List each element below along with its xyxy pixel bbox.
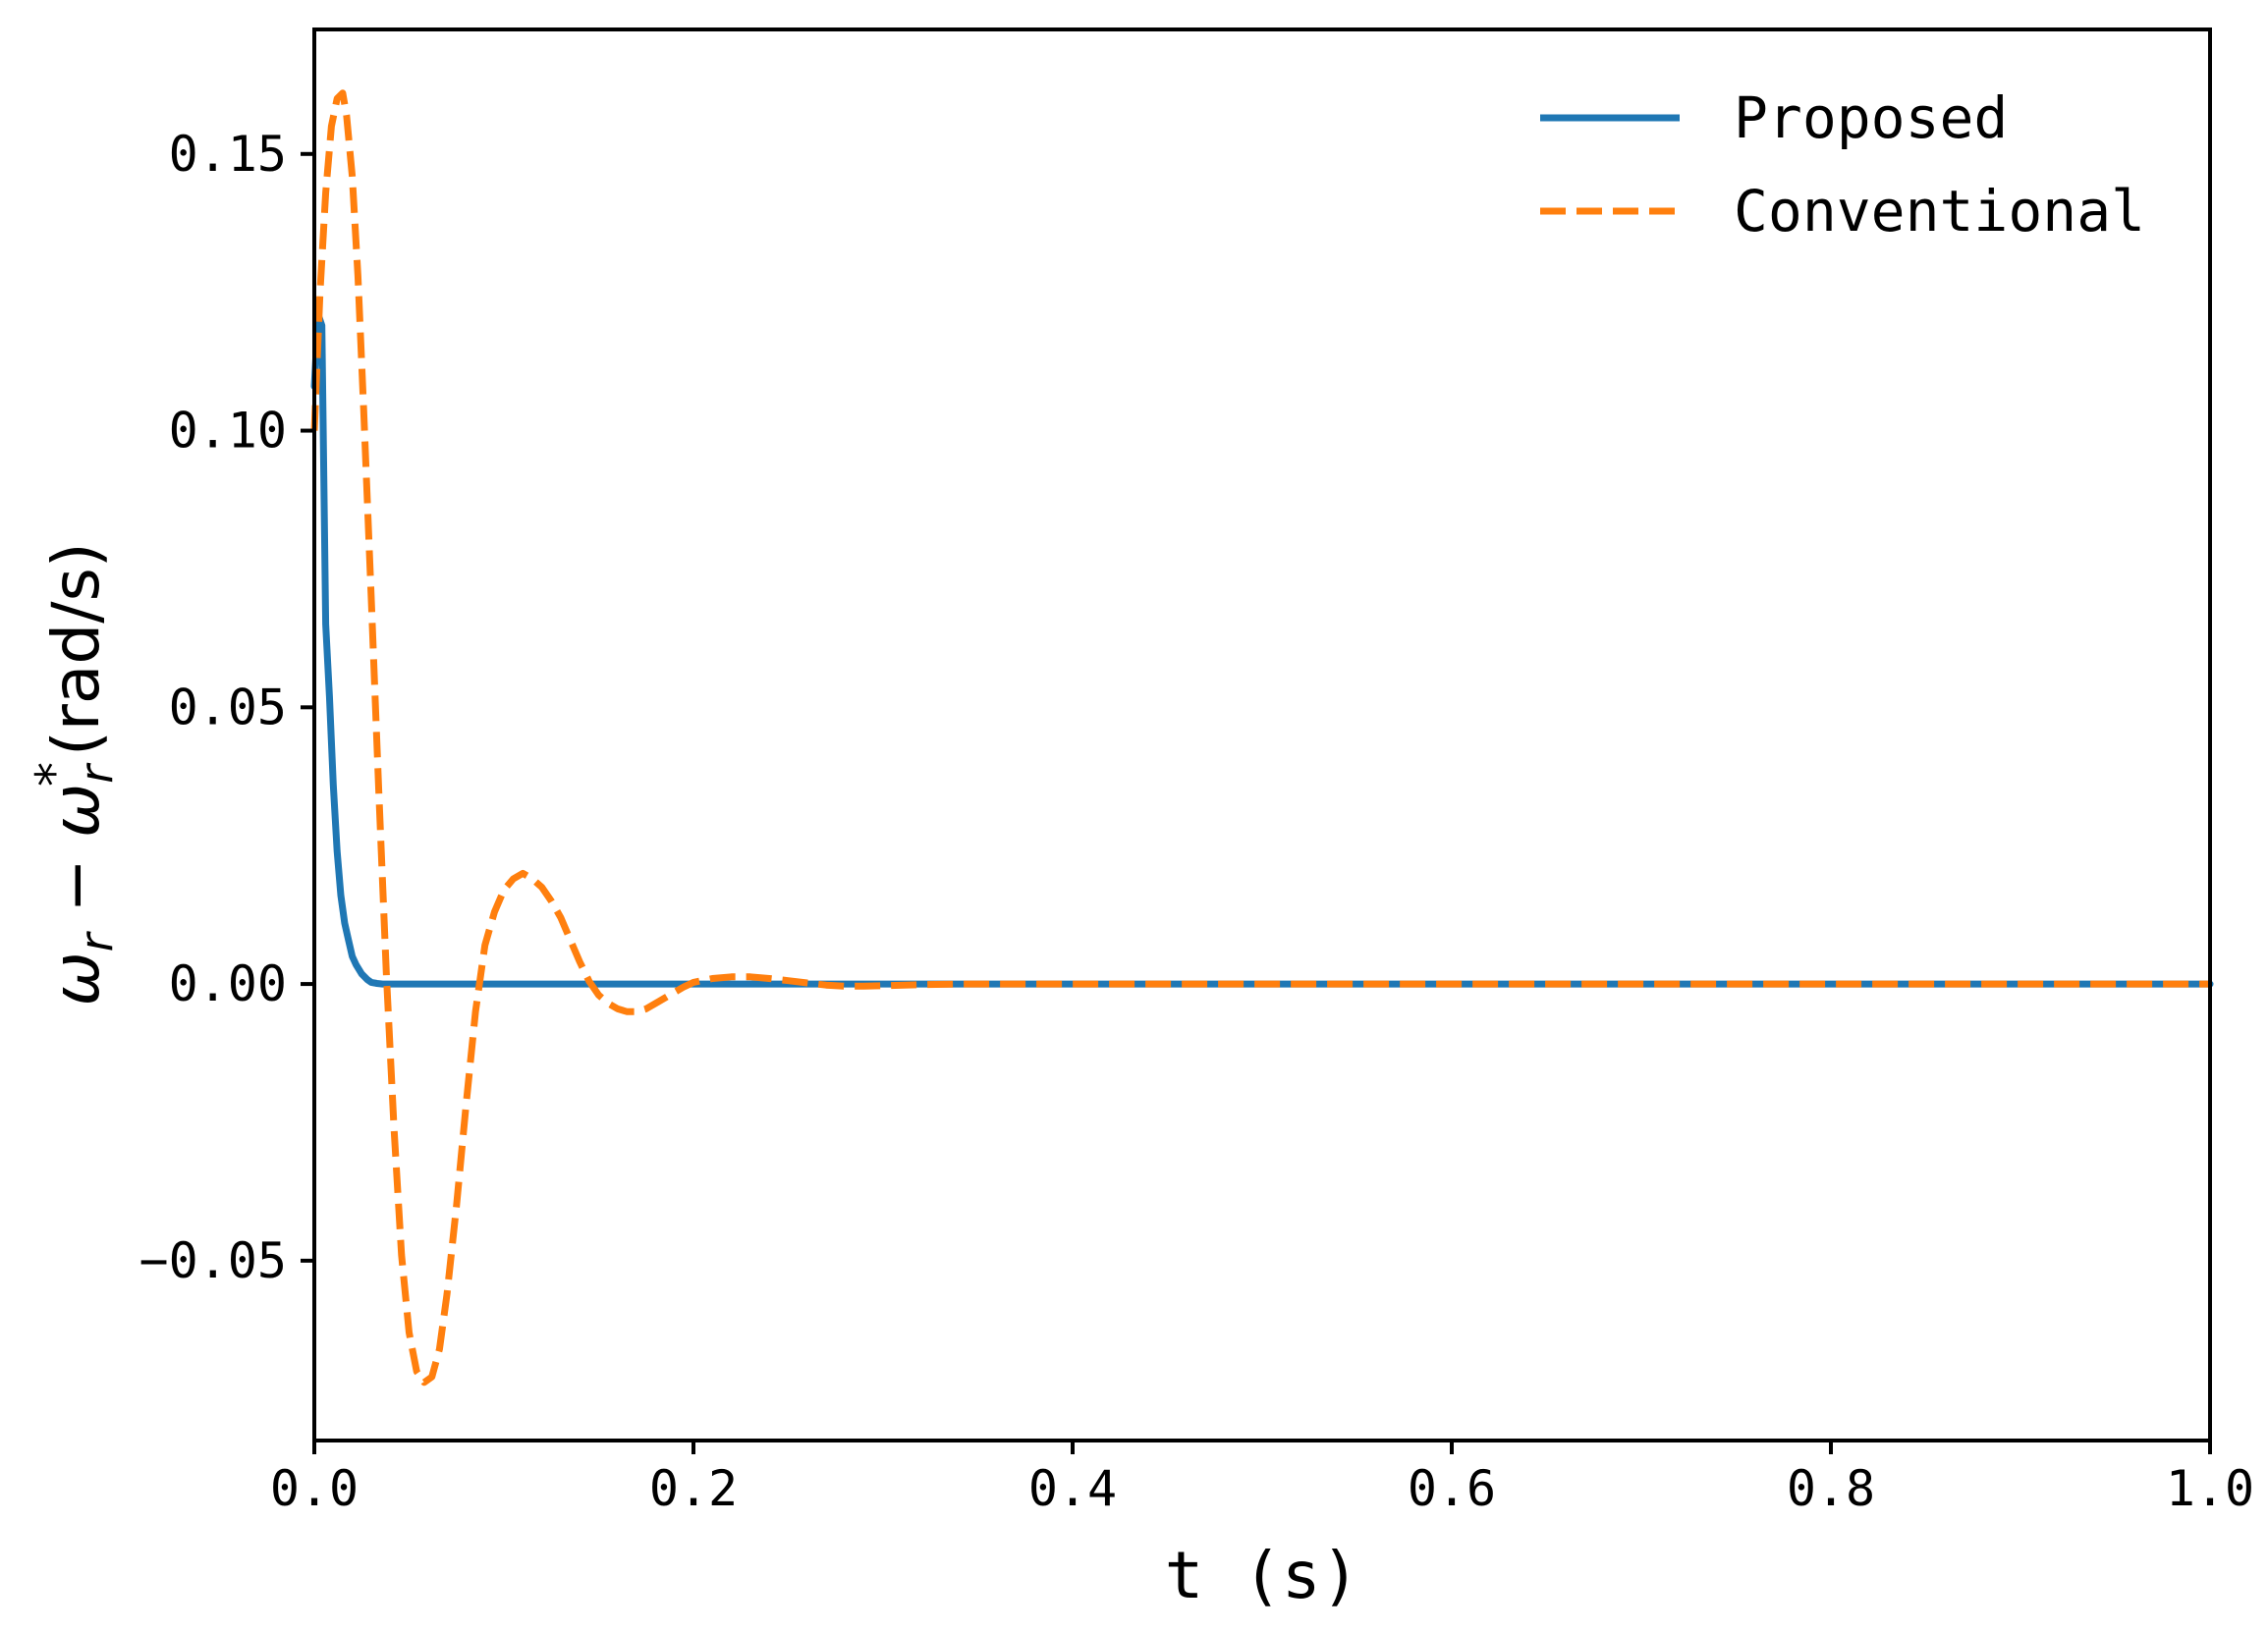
series-line-conventional <box>310 89 2210 1387</box>
series-line-proposed <box>310 310 2214 988</box>
ylabel-unit: (rad/s) <box>38 542 114 756</box>
ylabel-sub2: r <box>70 762 123 784</box>
x-tick-label: 0.2 <box>649 1460 738 1517</box>
y-tick-label: 0.15 <box>169 126 287 183</box>
x-tick-label: 0.0 <box>270 1460 359 1517</box>
ylabel-omega2: ω <box>38 784 114 838</box>
y-tick-label: 0.05 <box>169 679 287 735</box>
legend-label-conventional: Conventional <box>1734 178 2145 245</box>
ylabel-sub: r <box>70 930 123 952</box>
ylabel-omega: ω <box>38 952 114 1006</box>
y-axis-label: ωr − ωr*(rad/s) <box>26 542 123 1006</box>
y-tick-label: 0.10 <box>169 403 287 460</box>
y-axis-ticks: −0.05 0.00 0.05 0.10 0.15 <box>138 126 314 1289</box>
plot-frame <box>312 27 2212 1442</box>
ylabel-minus: − <box>38 838 114 933</box>
y-tick-label: −0.05 <box>138 1232 287 1289</box>
x-tick-label: 0.4 <box>1028 1460 1117 1517</box>
legend-label-proposed: Proposed <box>1734 84 2008 151</box>
y-tick-label: 0.00 <box>169 955 287 1012</box>
x-axis-label: t (s) <box>1165 1538 1360 1613</box>
series-layer <box>310 89 2214 1387</box>
x-axis-ticks: 0.0 0.2 0.4 0.6 0.8 1.0 <box>270 1441 2254 1517</box>
x-tick-label: 1.0 <box>2166 1460 2254 1517</box>
x-tick-label: 0.6 <box>1408 1460 1496 1517</box>
legend: Proposed Conventional <box>1540 84 2145 245</box>
svg-text:ωr − ωr*(rad/s): ωr − ωr*(rad/s) <box>26 542 123 1006</box>
x-tick-label: 0.8 <box>1787 1460 1875 1517</box>
ylabel-sup2: * <box>26 762 83 787</box>
